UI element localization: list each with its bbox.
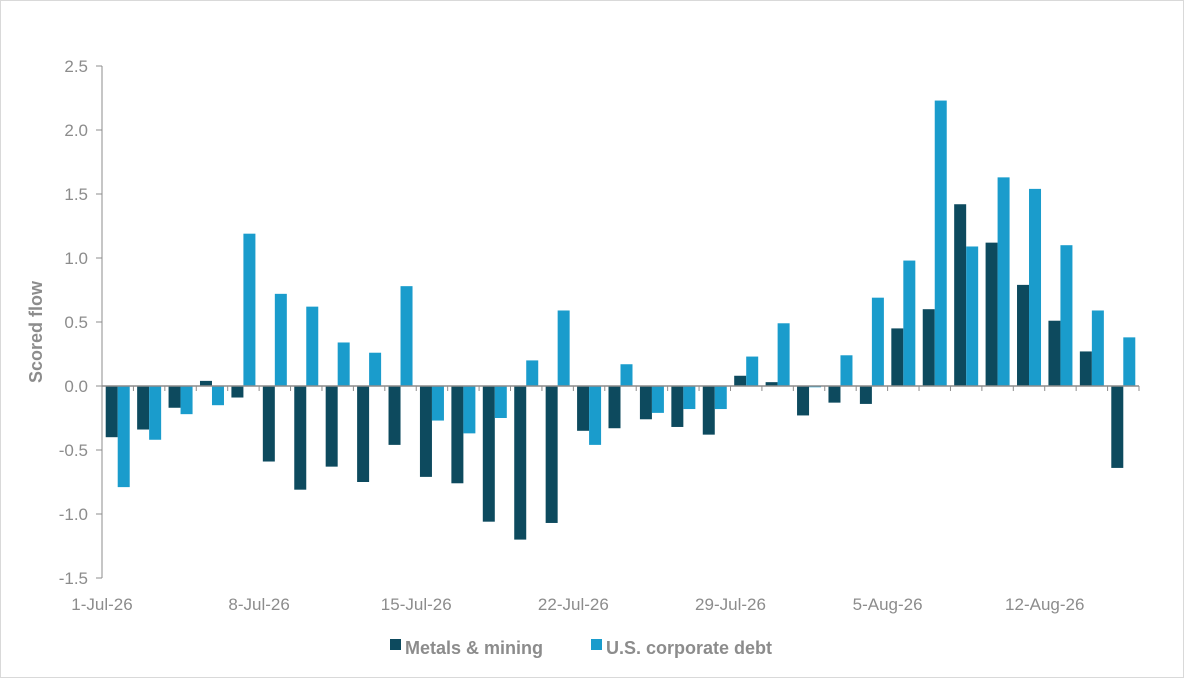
bar-metals-mining bbox=[1079, 351, 1092, 386]
bar-metals-mining bbox=[545, 386, 558, 523]
y-tick-label: 2.0 bbox=[64, 121, 88, 140]
bar-us-corporate-debt bbox=[337, 342, 350, 386]
bar-metals-mining bbox=[954, 204, 967, 386]
y-axis: 2.5 2.0 1.5 1.0 0.5 0.0 -0.5 -1.0 -1.5 bbox=[59, 57, 103, 588]
bar-us-corporate-debt bbox=[494, 386, 507, 418]
bar-metals-mining bbox=[639, 386, 652, 420]
legend-swatch bbox=[390, 639, 401, 650]
bar-metals-mining bbox=[294, 386, 307, 490]
bar-metals-mining bbox=[325, 386, 338, 467]
bar-us-corporate-debt bbox=[840, 355, 853, 386]
y-axis-title: Scored flow bbox=[26, 280, 46, 383]
bar-metals-mining bbox=[671, 386, 684, 427]
bar-metals-mining bbox=[734, 375, 747, 386]
bar-metals-mining bbox=[1017, 284, 1030, 386]
bar-metals-mining bbox=[231, 386, 244, 398]
bar-us-corporate-debt bbox=[903, 260, 916, 386]
bar-metals-mining bbox=[137, 386, 150, 430]
x-tick-label: 5-Aug-26 bbox=[853, 595, 923, 614]
bar-us-corporate-debt bbox=[997, 177, 1010, 386]
bar-us-corporate-debt bbox=[651, 386, 664, 413]
x-tick-label: 12-Aug-26 bbox=[1005, 595, 1084, 614]
bar-us-corporate-debt bbox=[1060, 245, 1073, 386]
bar-metals-mining bbox=[985, 242, 998, 386]
bar-metals-mining bbox=[482, 386, 495, 522]
y-tick-label: 0.0 bbox=[64, 377, 88, 396]
bar-metals-mining bbox=[388, 386, 401, 445]
legend-label: U.S. corporate debt bbox=[606, 638, 772, 658]
y-tick-label: -0.5 bbox=[59, 441, 88, 460]
bar-us-corporate-debt bbox=[777, 323, 790, 386]
bar-us-corporate-debt bbox=[714, 386, 727, 410]
bar-us-corporate-debt bbox=[274, 293, 287, 386]
bar-us-corporate-debt bbox=[966, 246, 979, 386]
bar-us-corporate-debt bbox=[934, 100, 947, 386]
bar-us-corporate-debt bbox=[683, 386, 696, 410]
bar-metals-mining bbox=[577, 386, 590, 431]
y-tick-label: 1.5 bbox=[64, 185, 88, 204]
legend-swatch bbox=[591, 639, 602, 650]
bar-us-corporate-debt bbox=[149, 386, 162, 440]
bar-us-corporate-debt bbox=[746, 356, 759, 386]
bar-metals-mining bbox=[262, 386, 275, 462]
y-tick-label: 0.5 bbox=[64, 313, 88, 332]
bar-us-corporate-debt bbox=[180, 386, 193, 415]
bar-metals-mining bbox=[828, 386, 841, 403]
x-tick-label: 22-Jul-26 bbox=[538, 595, 609, 614]
bars bbox=[105, 100, 1136, 540]
bar-metals-mining bbox=[1111, 386, 1124, 468]
x-axis: 1-Jul-26 8-Jul-26 15-Jul-26 22-Jul-26 29-Jul… bbox=[71, 385, 1140, 614]
legend-label: Metals & mining bbox=[405, 638, 543, 658]
bar-metals-mining bbox=[419, 386, 432, 477]
bar-metals-mining bbox=[199, 380, 212, 386]
bar-us-corporate-debt bbox=[243, 233, 256, 386]
bar-us-corporate-debt bbox=[463, 386, 476, 434]
bar-us-corporate-debt bbox=[117, 386, 130, 488]
bar-us-corporate-debt bbox=[589, 386, 602, 445]
y-tick-label: 2.5 bbox=[64, 57, 88, 76]
bar-us-corporate-debt bbox=[400, 286, 413, 386]
bar-metals-mining bbox=[891, 328, 904, 386]
bar-us-corporate-debt bbox=[306, 306, 319, 386]
bar-metals-mining bbox=[105, 386, 118, 438]
bar-us-corporate-debt bbox=[1029, 188, 1042, 386]
bar-metals-mining bbox=[608, 386, 621, 429]
bar-us-corporate-debt bbox=[1123, 337, 1136, 386]
x-tick-label: 15-Jul-26 bbox=[381, 595, 452, 614]
y-tick-label: -1.0 bbox=[59, 505, 88, 524]
bar-us-corporate-debt bbox=[557, 310, 570, 386]
bar-metals-mining bbox=[702, 386, 715, 435]
bar-metals-mining bbox=[168, 386, 181, 408]
bar-metals-mining bbox=[451, 386, 464, 484]
bar-us-corporate-debt bbox=[211, 386, 224, 406]
bar-metals-mining bbox=[859, 386, 872, 404]
bar-us-corporate-debt bbox=[431, 386, 444, 421]
x-tick-label: 8-Jul-26 bbox=[228, 595, 289, 614]
bar-metals-mining bbox=[514, 386, 527, 540]
x-tick-label: 1-Jul-26 bbox=[71, 595, 132, 614]
bar-metals-mining bbox=[357, 386, 370, 482]
x-tick-label: 29-Jul-26 bbox=[695, 595, 766, 614]
bar-us-corporate-debt bbox=[1091, 310, 1104, 386]
bar-us-corporate-debt bbox=[526, 360, 539, 386]
bar-metals-mining bbox=[765, 382, 778, 386]
bar-metals-mining bbox=[922, 309, 935, 386]
bar-metals-mining bbox=[797, 386, 810, 416]
y-tick-label: 1.0 bbox=[64, 249, 88, 268]
bar-us-corporate-debt bbox=[871, 297, 884, 386]
y-tick-label: -1.5 bbox=[59, 569, 88, 588]
legend: Metals & mining U.S. corporate debt bbox=[390, 638, 772, 658]
bar-us-corporate-debt bbox=[369, 352, 382, 386]
bar-us-corporate-debt bbox=[620, 364, 633, 386]
bar-metals-mining bbox=[1048, 320, 1061, 386]
